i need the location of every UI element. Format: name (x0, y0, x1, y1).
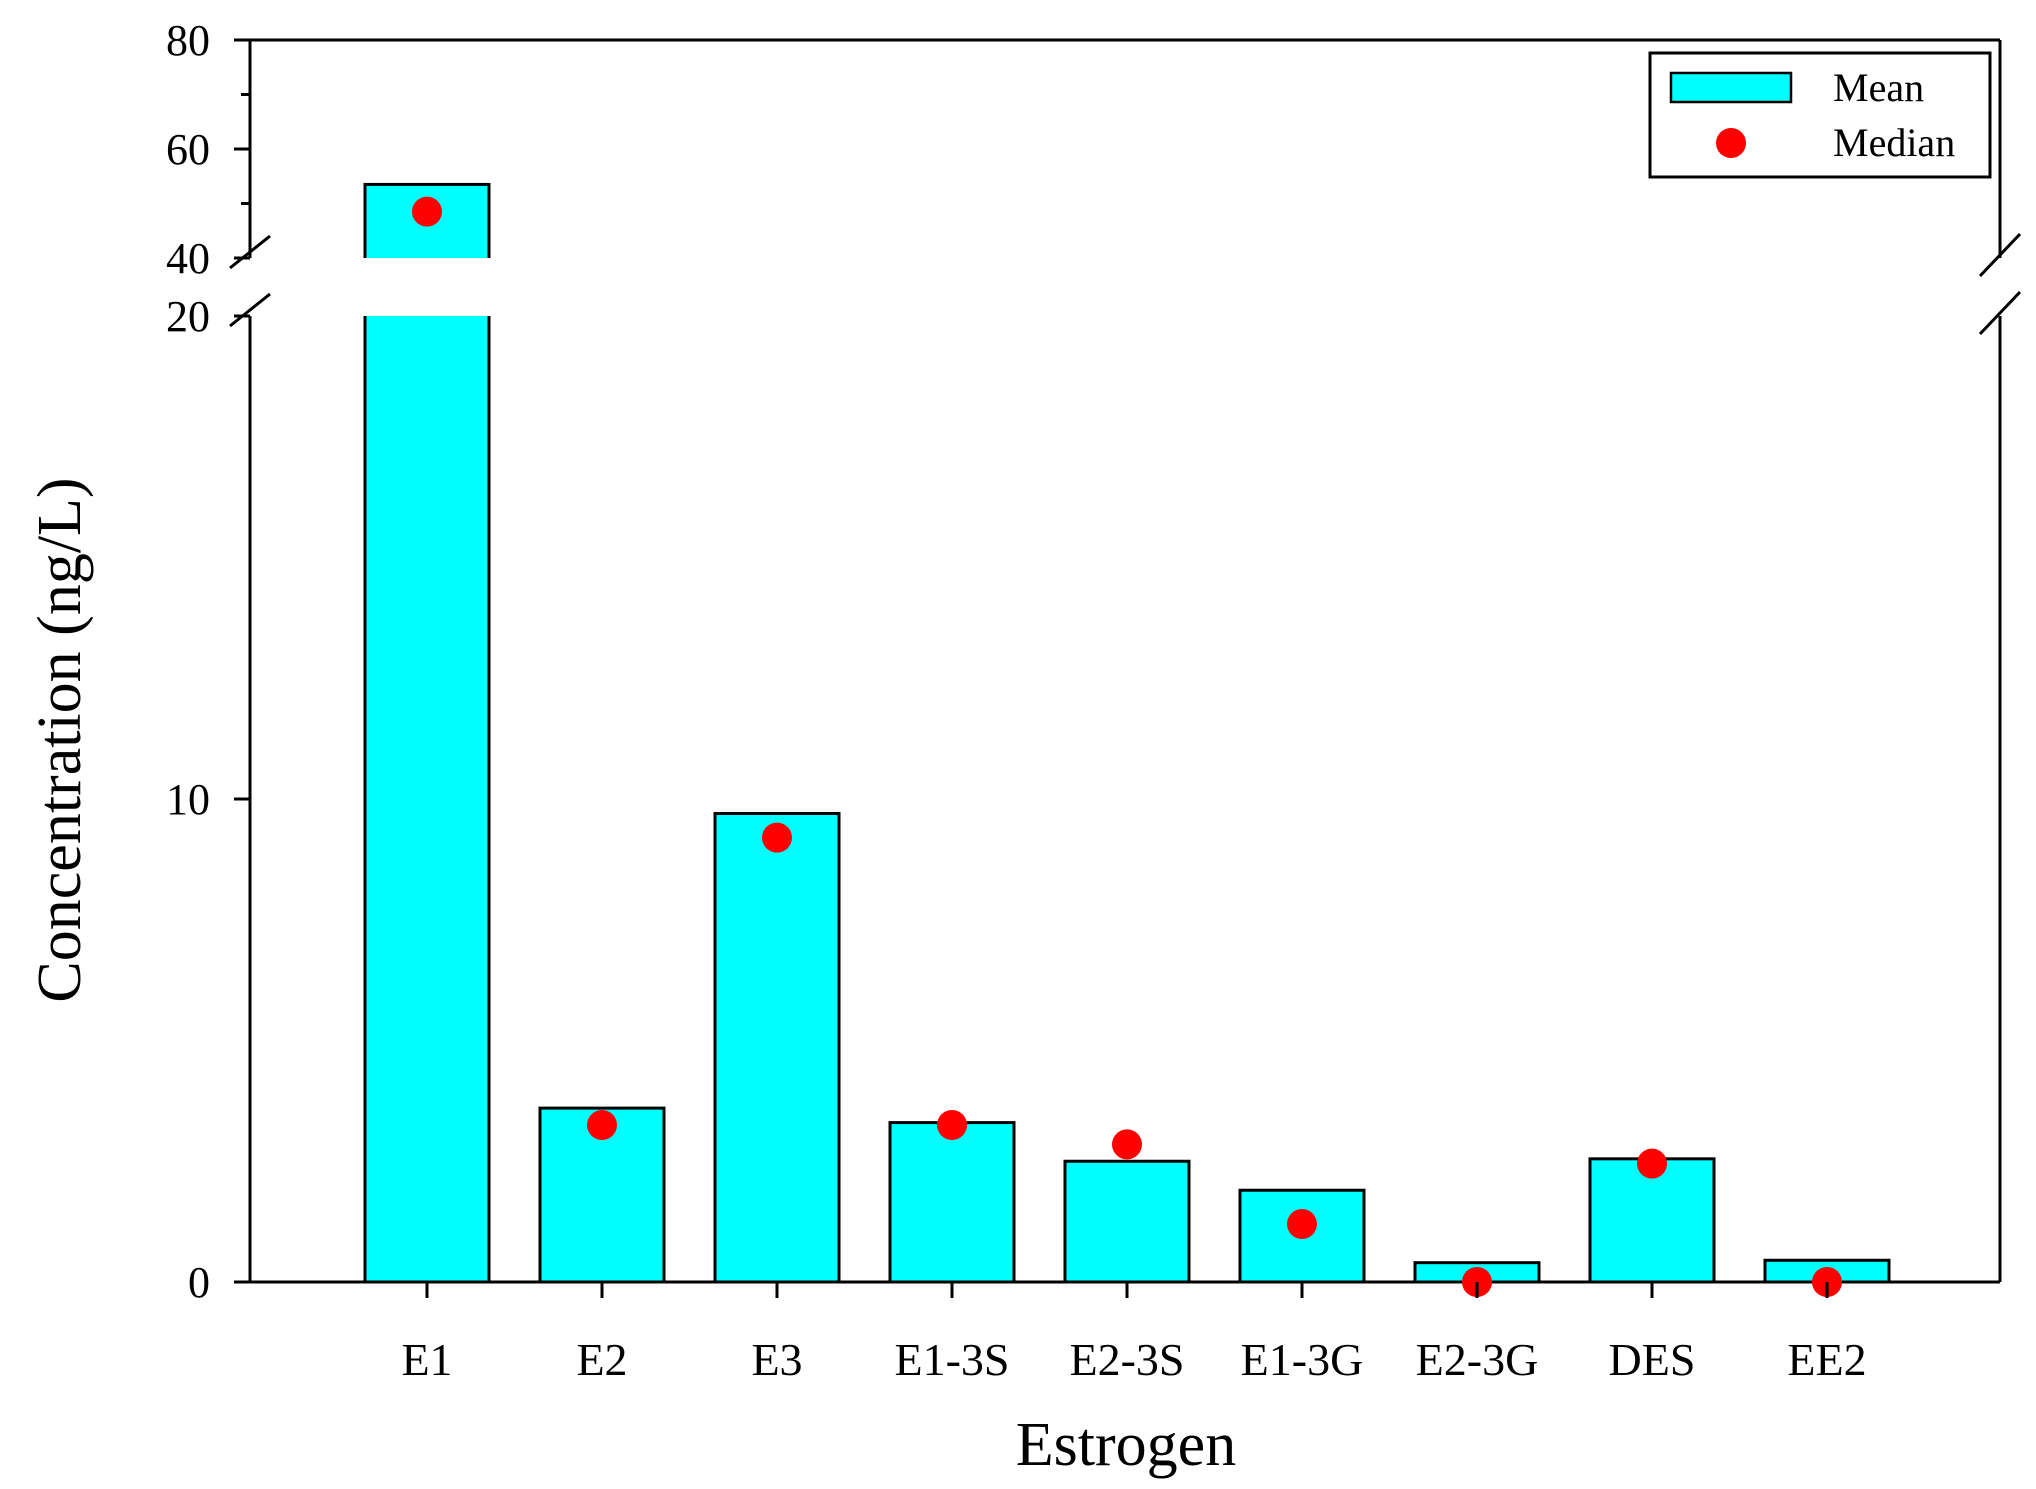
y-lower-tick-label-10: 10 (166, 775, 210, 824)
median-point-e1-3g (1287, 1209, 1317, 1240)
mean-bars (363, 182, 1891, 1284)
bar-e1 (363, 182, 491, 1284)
axis-break-mark-left-upper (229, 234, 271, 270)
y-lower-tick-label-0: 0 (188, 1258, 210, 1307)
bar-e2-3s (1063, 1159, 1191, 1284)
x-tick-label-ee2: EE2 (1787, 1334, 1866, 1385)
x-tick-label-e2-3s: E2-3S (1070, 1334, 1185, 1385)
break-gap-left (248, 258, 250, 316)
median-point-e1 (412, 196, 442, 227)
y-upper-tick-label-40: 40 (166, 234, 210, 283)
median-point-e2-3s (1112, 1129, 1142, 1160)
bar-e3 (713, 811, 841, 1284)
x-tick-label-e2: E2 (576, 1334, 627, 1385)
legend-median-label: Median (1833, 120, 1955, 165)
axis-break-mark-right-upper (1978, 232, 2022, 278)
legend: Mean Median (1648, 51, 1992, 179)
median-point-e1-3s (937, 1110, 967, 1141)
x-tick-label-e1-3g: E1-3G (1241, 1334, 1364, 1385)
x-tick-label-e2-3g: E2-3G (1416, 1334, 1539, 1385)
y-axis-ticks: 0 10 20 40 60 80 (166, 16, 250, 1307)
x-tick-label-e1: E1 (401, 1334, 452, 1385)
legend-mean-label: Mean (1833, 65, 1924, 110)
y-upper-tick-label-60: 60 (166, 125, 210, 174)
bar-des (1588, 1157, 1716, 1284)
bar-e1-3s (888, 1121, 1016, 1284)
axis-break-mark-right-lower (1978, 290, 2022, 336)
median-point-e3 (762, 822, 792, 853)
axis-break-gaps (248, 258, 1999, 316)
legend-mean-swatch (1669, 71, 1793, 104)
axis-break-mark-left-lower (229, 292, 271, 328)
x-tick-label-e3: E3 (751, 1334, 802, 1385)
x-axis-title: Estrogen (1016, 1411, 1236, 1479)
median-point-des (1637, 1148, 1667, 1179)
break-gap-band (251, 258, 1999, 316)
y-upper-tick-label-80: 80 (166, 16, 210, 65)
x-tick-label-des: DES (1609, 1334, 1696, 1385)
x-axis-ticks: E1 E2 E3 E1-3S E2-3S E1-3G E2-3G DES EE2 (401, 1282, 1867, 1385)
median-point-e2 (587, 1110, 617, 1141)
legend-median-marker (1716, 128, 1746, 158)
y-lower-tick-label-20: 20 (166, 292, 210, 341)
x-tick-label-e1-3s: E1-3S (895, 1334, 1010, 1385)
y-axis-title: Concentration (ng/L) (26, 477, 94, 1002)
